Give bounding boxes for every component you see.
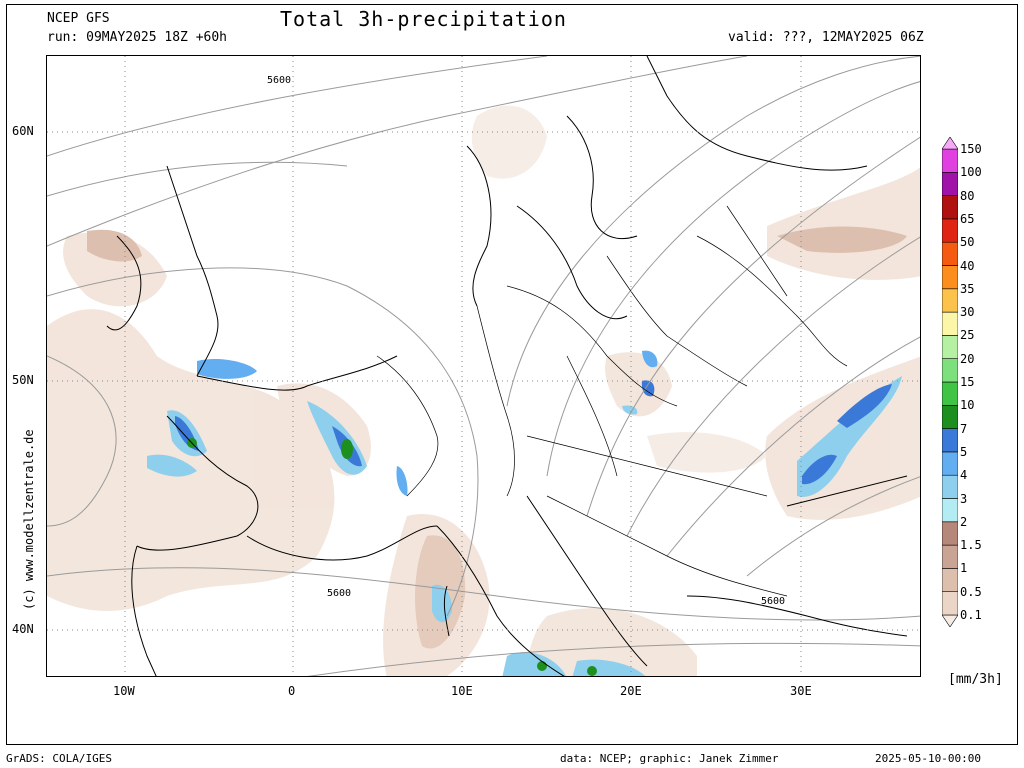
colorbar-level-label: 15 — [960, 375, 974, 389]
model-name: NCEP GFS — [47, 12, 110, 26]
watermark: (c) www.modellzentrale.de — [22, 429, 36, 610]
contour-label: 5600 — [267, 74, 291, 88]
colorbar-level-label: 40 — [960, 259, 974, 273]
colorbar-level-label: 7 — [960, 422, 967, 436]
colorbar-level-label: 150 — [960, 142, 982, 156]
colorbar-swatch — [942, 335, 958, 358]
precipitation-map: 5600 5600 5600 — [46, 55, 921, 677]
lon-label-10e: 10E — [451, 684, 473, 698]
lat-label-50n: 50N — [12, 373, 34, 387]
colorbar-swatch — [942, 499, 958, 522]
colorbar-swatch — [942, 196, 958, 219]
colorbar-swatch — [942, 568, 958, 591]
colorbar-swatch — [942, 219, 958, 242]
colorbar-swatch — [942, 615, 958, 627]
colorbar-level-label: 1.5 — [960, 538, 982, 552]
footer-credits: data: NCEP; graphic: Janek Zimmer — [560, 752, 779, 765]
footer-timestamp: 2025-05-10-00:00 — [875, 752, 981, 765]
colorbar-swatch — [942, 172, 958, 195]
colorbar-level-label: 3 — [960, 492, 967, 506]
map-canvas — [47, 56, 921, 677]
colorbar-swatch — [942, 312, 958, 335]
colorbar-level-label: 50 — [960, 235, 974, 249]
colorbar-swatch — [942, 289, 958, 312]
colorbar-level-label: 30 — [960, 305, 974, 319]
colorbar — [942, 137, 958, 627]
colorbar-swatch — [942, 522, 958, 545]
colorbar-swatch — [942, 475, 958, 498]
colorbar-swatch — [942, 545, 958, 568]
colorbar-level-label: 4 — [960, 468, 967, 482]
colorbar-level-label: 100 — [960, 165, 982, 179]
colorbar-level-label: 65 — [960, 212, 974, 226]
lat-label-40n: 40N — [12, 622, 34, 636]
colorbar-level-label: 2 — [960, 515, 967, 529]
colorbar-swatch — [942, 405, 958, 428]
run-info: run: 09MAY2025 18Z +60h — [47, 31, 227, 45]
colorbar-level-label: 5 — [960, 445, 967, 459]
colorbar-swatch — [942, 137, 958, 149]
colorbar-level-label: 35 — [960, 282, 974, 296]
colorbar-swatch — [942, 429, 958, 452]
colorbar-level-label: 1 — [960, 561, 967, 575]
colorbar-level-label: 80 — [960, 189, 974, 203]
colorbar-level-label: 0.5 — [960, 585, 982, 599]
valid-time: valid: ???, 12MAY2025 06Z — [728, 31, 924, 45]
colorbar-swatch — [942, 382, 958, 405]
unit-label: [mm/3h] — [948, 672, 1003, 687]
colorbar-level-label: 0.1 — [960, 608, 982, 622]
colorbar-swatch — [942, 149, 958, 172]
colorbar-swatch — [942, 592, 958, 615]
lon-label-0: 0 — [288, 684, 295, 698]
colorbar-swatch — [942, 266, 958, 289]
map-title: Total 3h-precipitation — [280, 7, 567, 31]
colorbar-swatch — [942, 359, 958, 382]
colorbar-swatch — [942, 452, 958, 475]
contour-label: 5600 — [327, 587, 351, 601]
footer-software: GrADS: COLA/IGES — [6, 752, 112, 765]
lat-label-60n: 60N — [12, 124, 34, 138]
contour-label: 5600 — [761, 595, 785, 609]
lon-label-10w: 10W — [113, 684, 135, 698]
lon-label-20e: 20E — [620, 684, 642, 698]
colorbar-level-label: 25 — [960, 328, 974, 342]
colorbar-swatch — [942, 242, 958, 265]
colorbar-level-label: 10 — [960, 398, 974, 412]
colorbar-level-label: 20 — [960, 352, 974, 366]
lon-label-30e: 30E — [790, 684, 812, 698]
